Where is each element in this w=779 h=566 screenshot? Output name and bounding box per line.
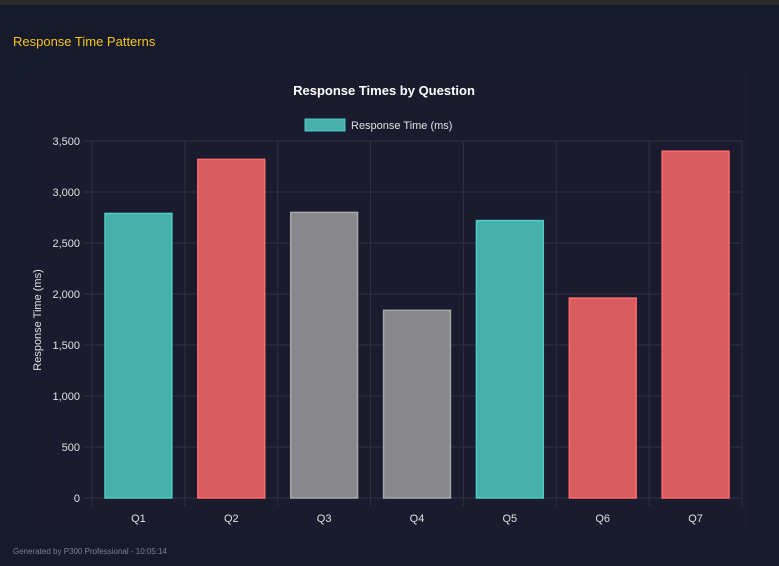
- bar-q2: [197, 158, 266, 499]
- x-tick-label: Q3: [317, 513, 332, 525]
- chart-title: Response Times by Question: [293, 83, 475, 98]
- x-tick-label: Q6: [595, 513, 610, 525]
- y-tick-label: 1,500: [52, 340, 80, 352]
- x-tick-label: Q7: [688, 513, 703, 525]
- bar-q4: [382, 309, 452, 499]
- window-top-bar: [0, 0, 779, 5]
- y-tick-label: 500: [62, 442, 80, 454]
- legend-swatch: [304, 118, 346, 132]
- y-tick-label: 0: [74, 493, 80, 505]
- y-tick-label: 1,000: [52, 391, 80, 403]
- x-tick-label: Q4: [410, 513, 425, 525]
- bar-q3: [289, 211, 359, 499]
- x-tick-label: Q1: [131, 513, 146, 525]
- x-tick-label: Q2: [224, 513, 239, 525]
- bar-q7: [661, 150, 730, 499]
- x-tick-label: Q5: [503, 513, 518, 525]
- y-tick-label: 3,000: [52, 187, 80, 199]
- y-tick-label: 2,500: [52, 238, 80, 250]
- legend-label: Response Time (ms): [351, 120, 452, 132]
- y-tick-label: 3,500: [52, 136, 80, 148]
- section-title: Response Time Patterns: [13, 34, 156, 49]
- bar-q5: [475, 219, 545, 499]
- y-tick-label: 2,000: [52, 289, 80, 301]
- bar-q6: [568, 297, 637, 499]
- footer-text: Generated by P300 Professional - 10:05:1…: [13, 547, 167, 556]
- y-axis-label: Response Time (ms): [32, 269, 44, 370]
- bar-q1: [104, 212, 173, 499]
